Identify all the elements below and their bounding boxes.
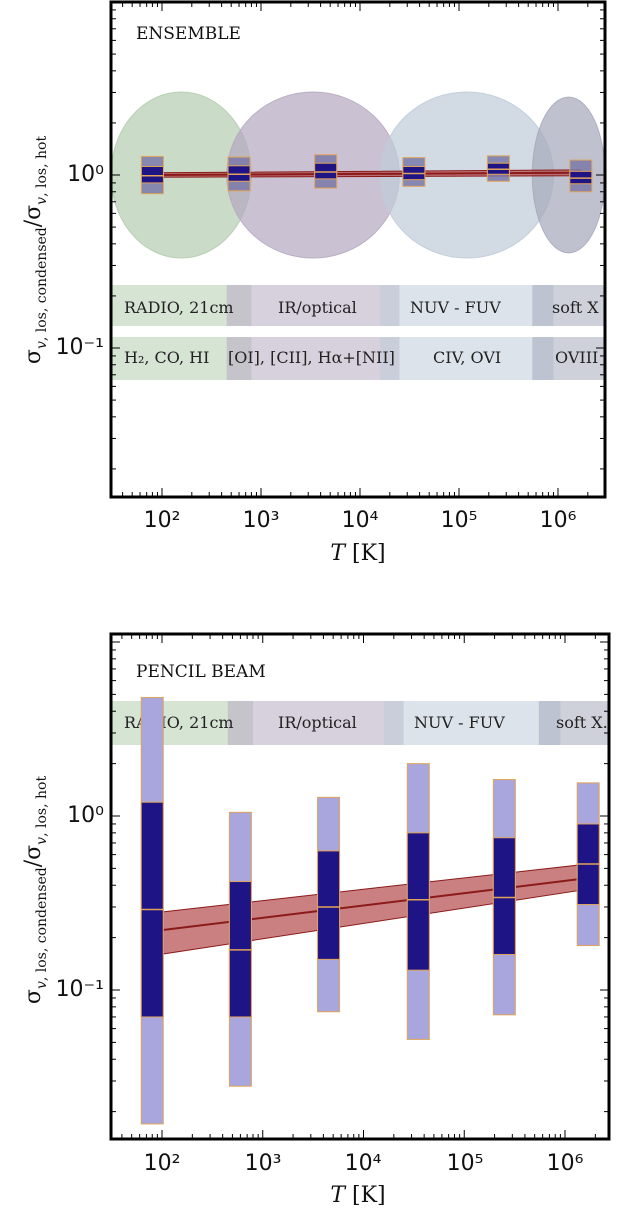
uv-strip [380, 285, 554, 326]
radio-band-label: RADIO, 21cm [124, 298, 234, 317]
x-tick-label: 10² [144, 1151, 181, 1176]
xray-strip [538, 701, 609, 745]
ir-strip [226, 285, 400, 326]
fit-line [159, 877, 589, 932]
band-strips [111, 285, 605, 380]
y-tick-label: 10⁰ [67, 162, 104, 187]
x-axis-label: T [K] [330, 541, 385, 566]
fit-line [159, 863, 589, 956]
uv-strip [380, 337, 554, 380]
box-plots [140, 696, 600, 1125]
x-tick-label: 10⁴ [342, 508, 379, 533]
box-interquartile [140, 165, 164, 184]
axis-ticks [111, 634, 609, 1139]
x-tick-label: 10⁵ [447, 1151, 484, 1176]
xray-lines-label: OVIII [555, 348, 598, 367]
uv-strip [384, 701, 561, 745]
box-interquartile [492, 837, 516, 955]
x-axis-label: T [K] [330, 1183, 385, 1208]
radio-band-label: RADIO, 21cm [124, 713, 234, 732]
plot-frame [109, 632, 611, 1141]
uv-band-label: NUV - FUV [410, 298, 501, 317]
xray-strip [532, 285, 605, 326]
xray-band-label: soft X. [556, 713, 608, 732]
x-tick-label: 10⁶ [547, 1151, 584, 1176]
axis-ticks [111, 2, 605, 497]
x-tick-labels: 10² 10³ 10⁴ 10⁵ 10⁶ [144, 1151, 584, 1176]
xray-band-label: soft X [552, 298, 599, 317]
x-tick-label: 10⁵ [441, 508, 478, 533]
box-interquartile [317, 850, 341, 960]
panel-title: ENSEMBLE [136, 24, 241, 44]
panel-title: PENCIL BEAM [136, 662, 266, 682]
plot-frame [109, 0, 607, 499]
x-tick-labels: 10² 10³ 10⁴ 10⁵ 10⁶ [144, 508, 577, 533]
y-axis-label: σv, los, condensed/σv, los, hot [21, 136, 50, 365]
uv-band-label: NUV - FUV [414, 713, 505, 732]
box-plots [140, 154, 593, 195]
y-tick-label: 10⁻¹ [56, 977, 104, 1002]
xray-strip [532, 337, 605, 380]
band-strips [111, 701, 609, 745]
x-tick-label: 10³ [243, 508, 280, 533]
y-tick-labels: 10⁰ 10⁻¹ [56, 803, 105, 1002]
fit-band [159, 863, 589, 956]
band-labels: RADIO, 21cm IR/optical NUV - FUV soft X … [124, 298, 599, 367]
ir-band-label: IR/optical [278, 298, 357, 317]
box-interquartile [314, 162, 338, 180]
y-tick-label: 10⁰ [67, 803, 104, 828]
ir-strip [226, 337, 400, 380]
x-tick-label: 10² [144, 508, 181, 533]
ensemble-panel: RADIO, 21cm IR/optical NUV - FUV soft X … [21, 0, 607, 566]
uv-lines-label: CIV, OVI [433, 348, 501, 367]
pencil-beam-panel: RADIO, 21cm IR/optical NUV - FUV soft X.… [21, 632, 611, 1208]
y-axis-label: σv, los, condensed/σv, los, hot [21, 776, 50, 1005]
ir-strip [227, 701, 404, 745]
y-tick-labels: 10⁰ 10⁻¹ [56, 162, 105, 360]
radio-lines-label: H₂, CO, HI [124, 348, 209, 367]
x-tick-label: 10⁴ [345, 1151, 382, 1176]
y-tick-label: 10⁻¹ [56, 335, 104, 360]
box-interquartile [406, 832, 430, 971]
ir-band-label: IR/optical [278, 713, 357, 732]
x-tick-label: 10⁶ [540, 508, 577, 533]
ir-lines-label: [OI], [CII], Hα+[NII] [228, 348, 395, 367]
x-tick-label: 10³ [245, 1151, 282, 1176]
